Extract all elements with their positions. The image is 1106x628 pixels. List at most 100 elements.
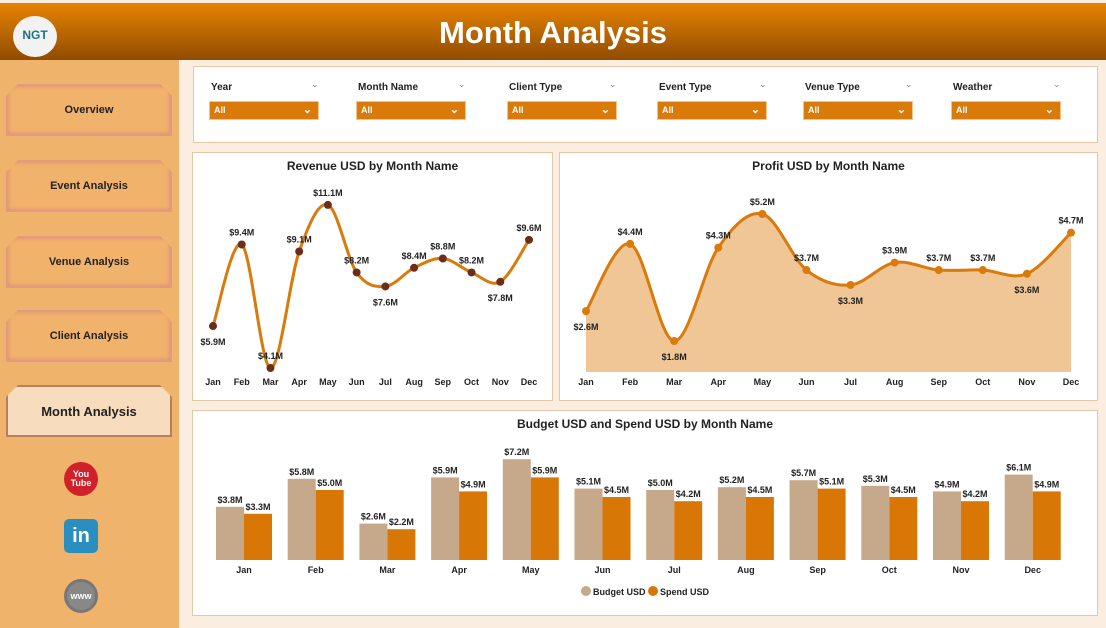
x-tick-label: Apr — [451, 565, 467, 575]
profit-data-label: $5.2M — [750, 197, 775, 207]
budget-spend-chart: Budget USD and Spend USD by Month Name $… — [192, 410, 1098, 616]
nav-overview[interactable]: Overview — [6, 84, 172, 136]
globe-icon[interactable]: www — [64, 579, 98, 613]
x-tick-label: Mar — [379, 565, 396, 575]
x-tick-label: Mar — [666, 377, 683, 387]
revenue-data-label: $8.2M — [344, 255, 369, 265]
profit-point — [934, 266, 943, 275]
budget-bar — [216, 506, 244, 560]
budget-bar — [431, 477, 460, 560]
sidebar: Overview Event Analysis Venue Analysis C… — [0, 60, 179, 628]
nav-month-analysis[interactable]: Month Analysis — [6, 385, 172, 437]
bar-data-label: $3.3M — [245, 502, 270, 512]
spend-bar — [745, 497, 774, 560]
chevron-down-icon: ⌄ — [750, 104, 760, 116]
chart-title: Revenue USD by Month Name — [286, 159, 459, 173]
filter-dropdown[interactable]: All ⌄ — [803, 101, 913, 120]
bar-data-label: $5.0M — [317, 478, 342, 488]
x-tick-label: Oct — [882, 565, 897, 575]
youtube-text: You Tube — [70, 469, 92, 488]
chevron-down-icon[interactable]: ⌄ — [311, 79, 319, 89]
x-tick-label: Jul — [844, 377, 857, 387]
bar-data-label: $5.9M — [433, 465, 458, 475]
revenue-data-label: $7.6M — [373, 297, 398, 307]
chevron-down-icon: ⌄ — [1044, 104, 1054, 116]
filter-dropdown[interactable]: All ⌄ — [507, 101, 617, 120]
revenue-point — [496, 277, 505, 286]
profit-data-label: $4.7M — [1058, 216, 1083, 226]
bar-data-label: $4.9M — [461, 479, 486, 489]
chevron-down-icon[interactable]: ⌄ — [1053, 79, 1061, 89]
x-tick-label: Jun — [594, 565, 610, 575]
nav-label: Month Analysis — [41, 403, 137, 419]
revenue-data-label: $11.1M — [313, 188, 343, 198]
bar-data-label: $5.3M — [863, 474, 888, 484]
legend-marker — [581, 586, 591, 596]
budget-bar — [359, 523, 388, 560]
nav-event-analysis[interactable]: Event Analysis — [6, 160, 172, 212]
linkedin-icon[interactable]: in — [64, 519, 98, 553]
spend-bar — [602, 497, 631, 560]
bar-data-label: $5.9M — [532, 465, 557, 475]
filter-dropdown[interactable]: All ⌄ — [356, 101, 466, 120]
globe-text: www — [70, 591, 92, 601]
bar-data-label: $4.5M — [747, 485, 772, 495]
bar-data-label: $4.2M — [962, 489, 987, 499]
spend-bar — [315, 490, 344, 560]
chevron-down-icon: ⌄ — [302, 104, 312, 116]
x-tick-label: Feb — [234, 377, 251, 387]
profit-data-label: $3.7M — [926, 253, 951, 263]
legend-label: Budget USD — [593, 587, 646, 597]
chevron-down-icon: ⌄ — [449, 104, 459, 116]
bar-data-label: $5.0M — [648, 478, 673, 488]
profit-data-label: $3.9M — [882, 246, 907, 256]
revenue-data-label: $8.8M — [430, 241, 455, 251]
profit-data-label: $3.7M — [794, 253, 819, 263]
profit-point — [670, 337, 679, 345]
budget-bar — [789, 480, 818, 560]
chevron-down-icon[interactable]: ⌄ — [759, 79, 767, 89]
filter-dropdown[interactable]: All ⌄ — [657, 101, 767, 120]
filter-dropdown[interactable]: All ⌄ — [209, 101, 319, 120]
spend-bar — [244, 513, 272, 560]
budget-bar — [861, 485, 890, 560]
revenue-point — [295, 247, 304, 256]
revenue-data-label: $9.1M — [287, 235, 312, 245]
spend-bar — [889, 497, 918, 560]
nav-venue-analysis[interactable]: Venue Analysis — [6, 236, 172, 288]
budget-bar — [646, 490, 675, 560]
chart-title: Budget USD and Spend USD by Month Name — [516, 417, 773, 431]
profit-data-label: $2.6M — [573, 322, 598, 332]
bar-data-label: $5.7M — [791, 468, 816, 478]
x-tick-label: Jun — [349, 377, 365, 387]
legend-label: Spend USD — [660, 587, 710, 597]
nav-client-analysis[interactable]: Client Analysis — [6, 310, 172, 362]
chevron-down-icon[interactable]: ⌄ — [905, 79, 913, 89]
filter-value: All — [808, 105, 820, 115]
profit-point — [890, 258, 899, 267]
bar-data-label: $5.1M — [576, 477, 601, 487]
x-tick-label: Sep — [930, 377, 947, 387]
revenue-point — [525, 235, 533, 244]
youtube-icon[interactable]: You Tube — [64, 462, 98, 496]
x-tick-label: Nov — [492, 377, 509, 387]
chevron-down-icon[interactable]: ⌄ — [609, 79, 617, 89]
filter-label: Venue Type — [805, 82, 860, 93]
filter-label: Weather — [953, 82, 993, 93]
filter-dropdown[interactable]: All ⌄ — [951, 101, 1061, 120]
spend-bar — [961, 501, 989, 560]
budget-spend-plot: $3.8M$3.3MJan$5.8M$5.0MFeb$2.6M$2.2MMar$… — [216, 447, 1061, 597]
x-tick-label: Jul — [668, 565, 681, 575]
profit-data-label: $3.7M — [970, 253, 995, 263]
revenue-data-label: $4.1M — [258, 351, 283, 361]
bar-data-label: $2.2M — [389, 517, 414, 527]
profit-chart: Profit USD by Month Name $2.6M Jan $4.4M Fe… — [559, 152, 1098, 401]
profit-point — [978, 266, 987, 275]
filter-label: Event Type — [659, 82, 712, 93]
chevron-down-icon[interactable]: ⌄ — [458, 79, 466, 89]
x-tick-label: Apr — [291, 377, 307, 387]
revenue-point — [266, 364, 275, 372]
spend-bar — [674, 501, 703, 560]
x-tick-label: Apr — [711, 377, 727, 387]
bar-data-label: $4.2M — [676, 489, 701, 499]
